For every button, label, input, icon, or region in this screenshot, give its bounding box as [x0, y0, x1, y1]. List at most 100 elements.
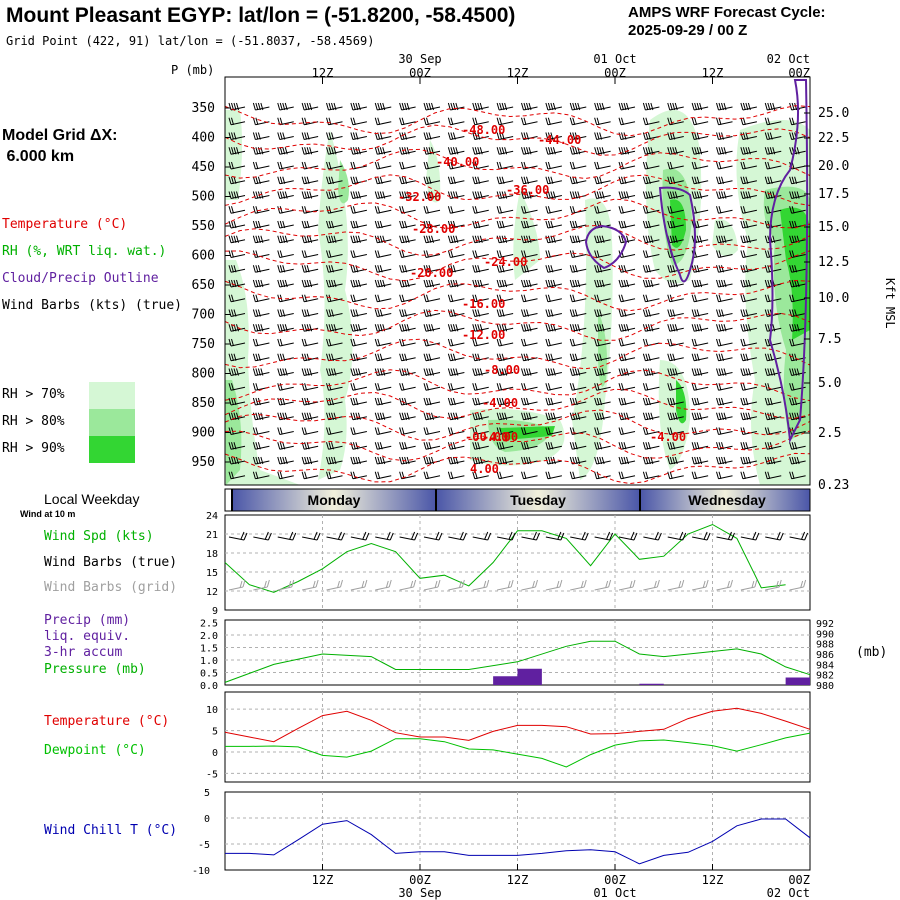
top-time-tick: 00Z	[409, 66, 431, 80]
wind-barb-grid	[667, 579, 685, 591]
wind-barb	[569, 220, 587, 229]
wind-barb	[667, 279, 684, 288]
wind-barb	[277, 176, 294, 185]
wind-barb	[350, 176, 367, 185]
wind-speed-line	[224, 523, 786, 593]
wind-barb	[716, 279, 733, 288]
wind-barb	[521, 265, 538, 273]
precip-bar	[493, 676, 518, 685]
pressure-axis-label: P (mb)	[171, 63, 214, 77]
wind-barb	[740, 383, 757, 391]
wind-barb	[496, 176, 514, 185]
wind-barb-true	[667, 531, 687, 541]
bottom-date-label: 01 Oct	[593, 886, 636, 900]
wind-barb	[691, 176, 709, 185]
wind-barb	[789, 206, 806, 214]
wind-barb-grid	[740, 579, 758, 591]
wind-barb	[594, 279, 611, 288]
wind-barb	[228, 102, 246, 111]
pressure-tick: 950	[192, 455, 215, 470]
wind-barb-true	[302, 531, 321, 541]
precip-y-tick: 1.0	[200, 656, 218, 667]
wind-barb	[716, 294, 733, 303]
wind-barb	[277, 368, 294, 376]
wind-barb	[521, 442, 538, 450]
wind-barb	[691, 456, 709, 465]
wind-barb	[716, 250, 733, 258]
wind-barb	[496, 132, 514, 140]
wind-barb	[228, 265, 246, 273]
wind-barb	[789, 191, 806, 199]
wind-barb	[789, 176, 806, 185]
wind-barb-true	[643, 531, 662, 541]
wind-y-tick: 21	[206, 530, 218, 541]
wind-barb	[447, 176, 465, 185]
wind-barb	[496, 161, 514, 170]
wind-barb	[423, 161, 441, 170]
height-axis-label: Kft MSL	[883, 278, 897, 329]
wind-barb	[350, 412, 367, 421]
pressure-y-tick: 990	[816, 629, 834, 640]
wind-barb	[545, 412, 562, 421]
wind-barb	[716, 161, 733, 170]
temperature-contour-label: -8.00	[484, 363, 520, 377]
wind-barb	[228, 132, 246, 140]
wind-barb	[496, 147, 514, 155]
wind-barb	[496, 265, 514, 273]
wind-barb	[642, 294, 660, 303]
wind-barb	[691, 294, 709, 303]
rh-shading	[572, 198, 613, 481]
wind-barb	[472, 324, 489, 332]
wind-barb	[594, 250, 611, 258]
wind-barb	[326, 220, 343, 229]
wind-barb	[789, 265, 806, 273]
wind-barb	[716, 176, 733, 185]
weekday-tuesday: Tuesday	[510, 492, 566, 508]
cloud-outline	[584, 224, 628, 270]
wind-barb-true	[716, 531, 735, 541]
wind-barb	[472, 397, 489, 406]
wind-barb	[569, 368, 587, 376]
wind-barb-true	[399, 531, 419, 541]
wind-barb	[789, 456, 806, 465]
wind-barb	[521, 279, 538, 288]
wind-barb	[521, 294, 538, 303]
wind-barb	[326, 176, 343, 185]
wind-barb	[301, 235, 319, 244]
wind-barb	[350, 235, 367, 244]
wind-barb	[252, 442, 270, 450]
rh-shading	[676, 380, 687, 424]
wind-barb	[496, 220, 514, 229]
bottom-time-tick: 12Z	[507, 873, 529, 887]
wind-barb	[691, 117, 709, 126]
wind-barb	[326, 191, 343, 199]
wind-barb	[569, 353, 587, 362]
wind-barb	[423, 279, 441, 288]
wind-barb	[594, 442, 611, 450]
wind-barb	[447, 324, 465, 332]
wind-barb	[374, 191, 392, 199]
wind-barb	[764, 250, 782, 258]
wind-barb	[301, 338, 319, 347]
wind-barb	[789, 471, 806, 480]
wind-barb	[545, 471, 562, 480]
wind-barb	[789, 412, 806, 421]
wind-barb	[350, 309, 367, 317]
temperature-contour-label: -40.00	[436, 155, 479, 169]
wind-barb	[374, 427, 392, 435]
wind-barb	[521, 117, 538, 126]
wind-barb	[521, 220, 538, 229]
wind-barb	[496, 324, 514, 332]
wind-barb	[789, 442, 806, 450]
temperature-contour	[225, 250, 810, 282]
weekday-monday: Monday	[308, 492, 361, 508]
temperature-contour	[225, 148, 810, 180]
wind-barb	[350, 220, 367, 229]
bottom-time-tick: 00Z	[604, 873, 626, 887]
wind-barb	[326, 117, 343, 126]
pressure-line	[224, 640, 811, 683]
wind-barb	[252, 383, 270, 391]
wind-barb	[740, 338, 757, 347]
wind-barb	[691, 161, 709, 170]
wind-barb	[399, 309, 416, 317]
